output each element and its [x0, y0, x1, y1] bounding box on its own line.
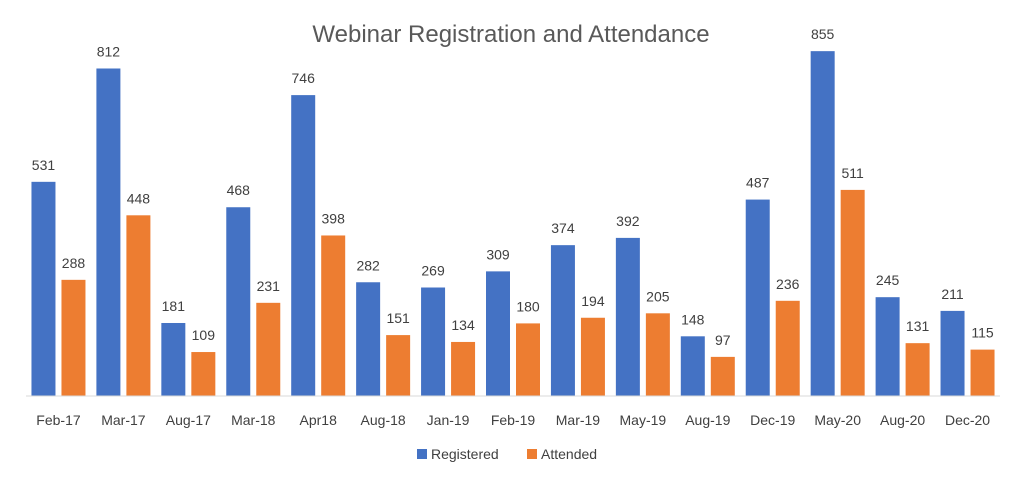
- x-tick-label: Dec-20: [945, 412, 990, 428]
- data-label-registered-aug-18: 282: [356, 257, 380, 273]
- x-tick-label: Aug-19: [685, 412, 730, 428]
- data-label-attended-dec-19: 236: [776, 276, 800, 292]
- data-label-registered-feb-17: 531: [32, 157, 56, 173]
- data-label-registered-aug-17: 181: [162, 298, 186, 314]
- data-label-attended-mar-17: 448: [127, 190, 151, 206]
- bar-registered-feb-17: [31, 181, 56, 396]
- x-tick-label: Aug-18: [361, 412, 406, 428]
- x-tick-label: Mar-17: [101, 412, 146, 428]
- data-label-registered-dec-20: 211: [941, 286, 964, 302]
- bar-attended-dec-20: [970, 349, 995, 396]
- bar-registered-dec-19: [745, 199, 770, 396]
- data-label-registered-may-20: 855: [811, 26, 835, 42]
- bar-attended-aug-19: [710, 356, 735, 396]
- bar-attended-mar-18: [256, 302, 281, 396]
- data-label-registered-mar-19: 374: [551, 220, 575, 236]
- bar-attended-mar-17: [126, 215, 151, 396]
- data-label-attended-feb-17: 288: [62, 255, 86, 271]
- legend: Registered Attended: [417, 446, 597, 462]
- x-tick-label: Aug-17: [166, 412, 211, 428]
- bar-attended-jan-19: [451, 341, 476, 396]
- x-tick-label: May-19: [620, 412, 667, 428]
- data-label-attended-may-19: 205: [646, 288, 670, 304]
- bar-attended-feb-19: [516, 323, 540, 396]
- data-label-attended-dec-20: 115: [971, 325, 994, 341]
- data-label-attended-apr18: 398: [322, 210, 346, 226]
- chart-title: Webinar Registration and Attendance: [312, 21, 709, 48]
- x-tick-label: Feb-19: [491, 412, 536, 428]
- data-label-registered-feb-19: 309: [486, 246, 510, 262]
- bar-registered-mar-18: [226, 207, 251, 396]
- data-label-registered-aug-19: 148: [681, 311, 705, 327]
- x-tick-label: May-20: [814, 412, 861, 428]
- legend-swatch-attended: [527, 449, 537, 459]
- x-tick-label: Aug-20: [880, 412, 925, 428]
- legend-label-registered: Registered: [431, 446, 499, 462]
- x-tick-label: Apr18: [300, 412, 338, 428]
- data-label-attended-aug-20: 131: [906, 318, 930, 334]
- bar-registered-aug-17: [161, 322, 186, 396]
- bar-attended-feb-17: [61, 279, 86, 396]
- x-tick-label: Mar-18: [231, 412, 276, 428]
- data-label-registered-jan-19: 269: [421, 263, 445, 279]
- data-label-registered-may-19: 392: [616, 213, 640, 229]
- data-label-attended-mar-19: 194: [581, 293, 605, 309]
- bar-attended-mar-19: [580, 317, 605, 396]
- bar-registered-mar-17: [96, 68, 121, 396]
- data-label-attended-jan-19: 134: [451, 317, 475, 333]
- bar-registered-jan-19: [421, 287, 446, 396]
- data-label-attended-aug-17: 109: [192, 327, 216, 343]
- data-label-registered-aug-20: 245: [876, 272, 900, 288]
- bar-registered-may-19: [615, 237, 640, 396]
- bar-registered-apr18: [291, 95, 316, 396]
- bar-registered-mar-19: [550, 245, 575, 396]
- data-label-registered-mar-18: 468: [227, 182, 251, 198]
- data-label-registered-apr18: 746: [292, 70, 316, 86]
- bars-layer: 531 288 812 448 181 109 468 231 746 398 282 151 269 1…: [31, 26, 995, 397]
- x-axis-ticks: Feb-17 Mar-17 Aug-17 Mar-18 Apr18 Aug-18 Jan-1…: [36, 412, 990, 428]
- bar-registered-may-20: [810, 51, 835, 397]
- data-label-registered-mar-17: 812: [97, 43, 121, 59]
- bar-registered-dec-20: [940, 310, 965, 396]
- x-tick-label: Mar-19: [556, 412, 601, 428]
- data-label-attended-mar-18: 231: [257, 278, 281, 294]
- legend-label-attended: Attended: [541, 446, 597, 462]
- data-label-attended-aug-19: 97: [715, 332, 731, 348]
- x-tick-label: Feb-17: [36, 412, 81, 428]
- bar-attended-aug-17: [191, 352, 216, 396]
- bar-registered-feb-19: [486, 271, 510, 396]
- bar-attended-may-20: [840, 189, 865, 396]
- data-label-registered-dec-19: 487: [746, 175, 770, 191]
- bar-attended-dec-19: [775, 300, 800, 396]
- bar-registered-aug-20: [875, 297, 900, 396]
- bar-attended-apr18: [321, 235, 346, 396]
- x-tick-label: Dec-19: [750, 412, 795, 428]
- bar-attended-aug-20: [905, 343, 930, 396]
- bar-attended-may-19: [645, 313, 670, 396]
- x-tick-label: Jan-19: [427, 412, 470, 428]
- legend-swatch-registered: [417, 449, 427, 459]
- data-label-attended-may-20: 511: [842, 165, 865, 181]
- data-label-attended-feb-19: 180: [516, 298, 540, 314]
- bar-registered-aug-19: [680, 336, 705, 396]
- bar-attended-aug-18: [386, 335, 411, 396]
- data-label-attended-aug-18: 151: [386, 310, 410, 326]
- bar-registered-aug-18: [356, 282, 381, 396]
